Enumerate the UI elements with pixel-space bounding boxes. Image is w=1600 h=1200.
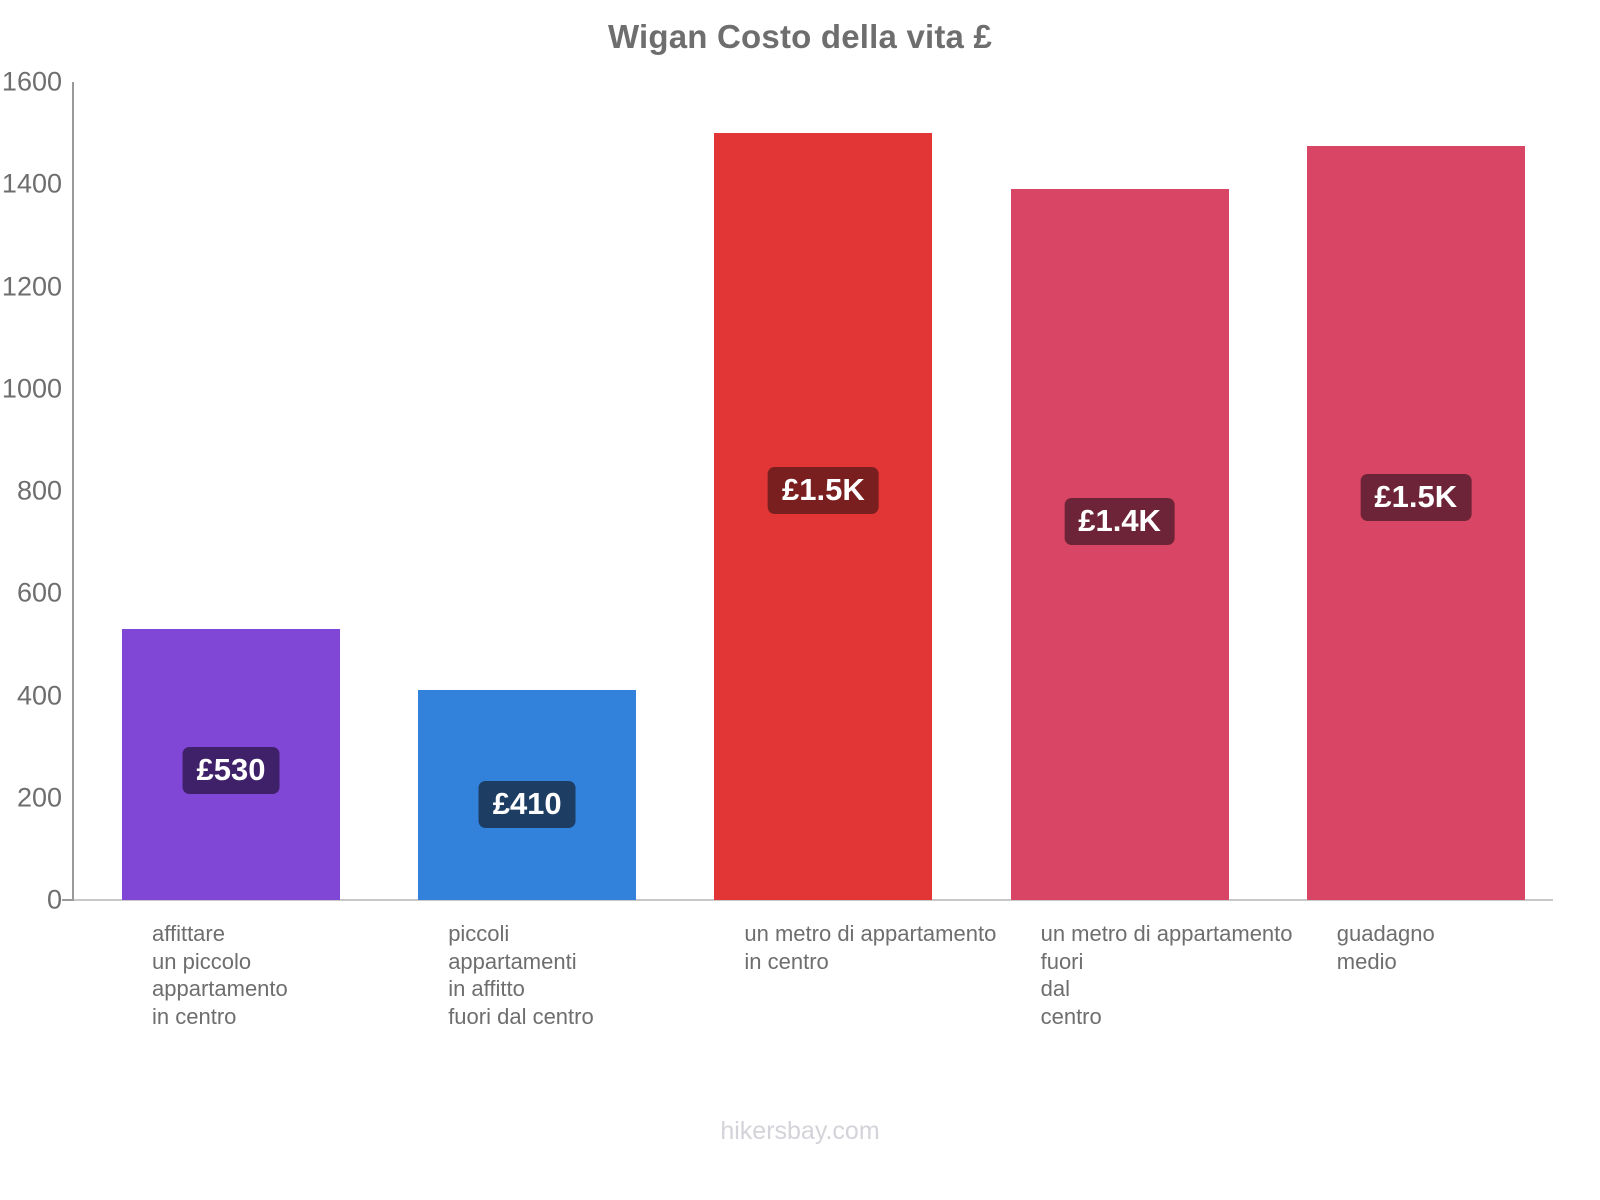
x-axis-label: un metro di appartamento in centro (744, 921, 997, 974)
bar-value-label: £530 (182, 747, 280, 795)
x-axis-label: guadagno medio (1336, 921, 1435, 974)
y-axis-tick-label: 800 (16, 475, 62, 506)
bar-value-label: £410 (478, 781, 576, 829)
bar[interactable]: £1.5K (714, 133, 933, 900)
bar[interactable]: £530 (122, 629, 340, 900)
y-axis-tick-label: 1600 (1, 66, 62, 97)
plot-area: £530 £410 £1.5K £1.4K £1.5K (72, 82, 1553, 900)
x-axis-label: un metro di appartamento fuori dal centr… (1040, 921, 1293, 1029)
y-axis-tick-label: 1400 (1, 168, 62, 199)
y-axis-tick-label: 400 (16, 680, 62, 710)
footer-watermark: hikersbay.com (720, 1117, 880, 1145)
bar[interactable]: £1.4K (1010, 189, 1229, 900)
y-axis-tick-label: 1200 (1, 271, 62, 301)
y-axis-tick-mark (62, 899, 74, 901)
bar-value-label: £1.5K (1360, 473, 1472, 521)
bar[interactable]: £410 (418, 690, 637, 900)
bar-value-label: £1.5K (768, 467, 879, 515)
x-axis-label: affittare un piccolo appartamento in cen… (152, 921, 288, 1029)
y-axis-tick-label: 600 (16, 577, 62, 608)
y-axis-line (72, 82, 74, 900)
x-axis-line (72, 899, 1553, 901)
bar[interactable]: £1.5K (1306, 145, 1525, 900)
bar-value-label: £1.4K (1064, 498, 1175, 546)
x-axis-label: piccoli appartamenti in affitto fuori da… (448, 921, 594, 1029)
y-axis-tick-label: 200 (16, 782, 62, 813)
y-axis-tick-label: 1000 (1, 373, 62, 404)
y-axis-tick-label: 0 (46, 884, 62, 915)
chart-title: Wigan Costo della vita £ (607, 18, 993, 55)
